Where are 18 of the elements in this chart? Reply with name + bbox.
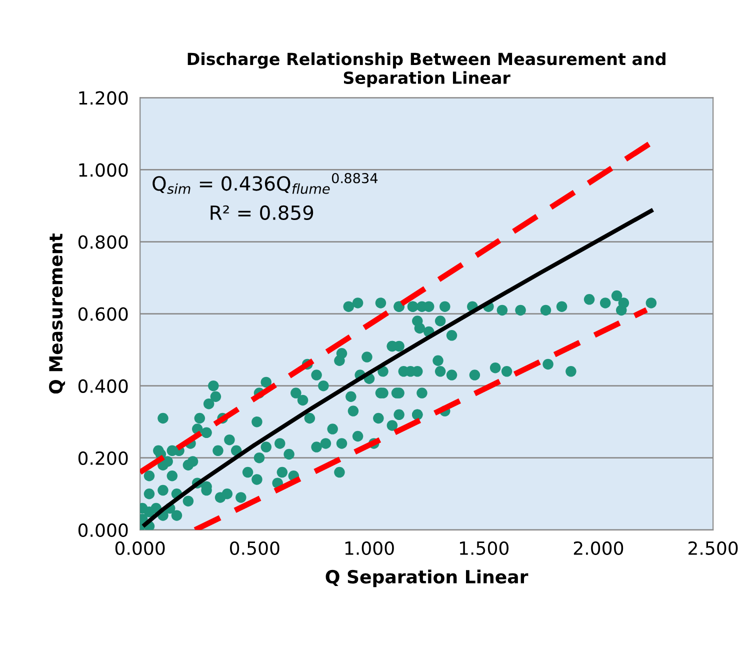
y-tick-label: 1.000 — [79, 163, 128, 177]
chart-title: Discharge Relationship Between Measurement and Separation Linear — [188, 52, 666, 88]
y-tick-label: 0.800 — [78, 235, 128, 249]
x-tick-label: 1.000 — [345, 541, 394, 555]
annotation: Q$_{sim}$ = 0.436Q$_{flume}$$^{0.8834}$ — [152, 172, 378, 194]
x-tick-label: 1.500 — [460, 541, 508, 555]
y-tick-label: 1.200 — [79, 91, 128, 105]
annotation: R² = 0.859 — [210, 205, 314, 220]
y-tick-label: 0.200 — [78, 451, 128, 465]
x-tick-label: 2.500 — [688, 541, 738, 555]
y-tick-label: 0.600 — [78, 307, 128, 321]
y-axis-title: Q Measurement — [48, 234, 66, 394]
y-tick-label: 0.400 — [78, 379, 128, 393]
x-tick-label: 0.000 — [115, 541, 165, 555]
x-tick-label: 2.000 — [574, 541, 624, 555]
x-tick-label: 0.500 — [230, 541, 280, 555]
x-axis-title: Q Separation Linear — [326, 570, 528, 588]
y-tick-label: 0.000 — [78, 523, 128, 538]
